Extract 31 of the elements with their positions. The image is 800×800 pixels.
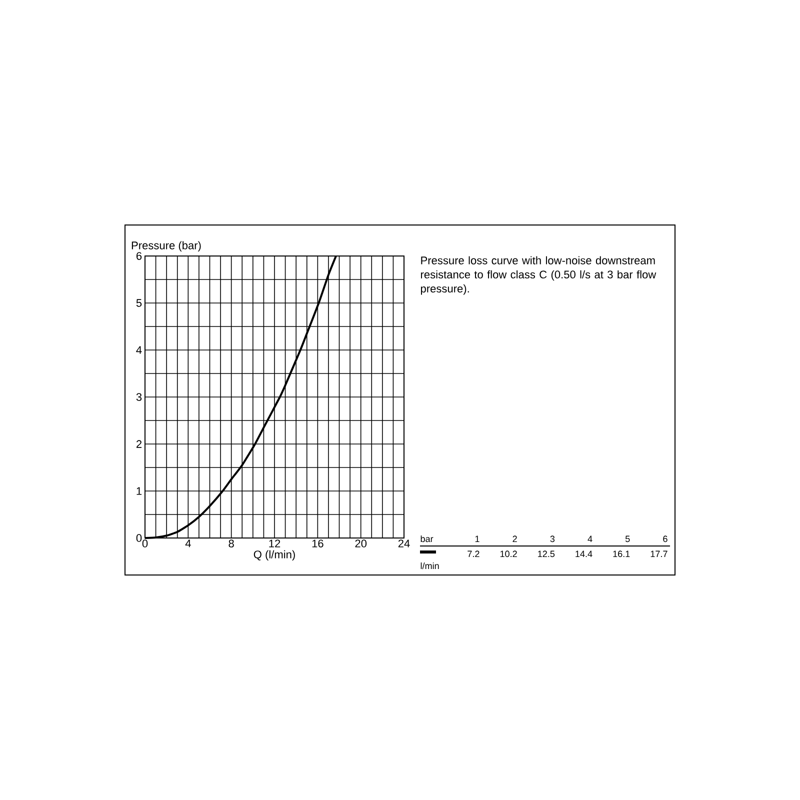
- y-axis-title: Pressure (bar): [132, 241, 201, 252]
- y-tick-label: 0: [136, 534, 142, 542]
- text: 1: [475, 536, 480, 542]
- text: 17.7: [650, 550, 668, 557]
- x-tick-label: 0: [142, 540, 148, 548]
- text: bar: [420, 535, 434, 542]
- y-tick-label: 2: [136, 440, 142, 448]
- x-tick-label: 12: [269, 540, 280, 548]
- text: 2: [512, 536, 517, 542]
- y-tick-label: 6: [136, 252, 142, 260]
- x-tick-label: 20: [355, 540, 367, 548]
- text: Pressure loss curve with low-noise downstream resistance to flow class C (0.50 l/s at 3 bar flow pressure).: [420, 256, 656, 295]
- text: 10.2: [500, 550, 517, 558]
- text: l/min: [420, 562, 439, 570]
- text: 3: [550, 536, 555, 542]
- y-tick-label: 4: [136, 346, 142, 354]
- x-tick-label: 16: [312, 540, 324, 548]
- x-axis-title: Q (l/min): [254, 550, 295, 561]
- x-tick-label: 4: [185, 540, 191, 548]
- y-tick-label: 5: [136, 299, 142, 307]
- y-tick-label: 3: [136, 393, 142, 401]
- x-tick-label: 24: [398, 540, 410, 548]
- x-tick-label: 8: [228, 540, 234, 548]
- text: 7.2: [468, 550, 480, 557]
- text: 5: [625, 536, 630, 542]
- text: 14.4: [576, 550, 592, 557]
- text: 4: [588, 536, 592, 542]
- y-tick-label: 1: [136, 487, 142, 495]
- text: 16.1: [613, 550, 630, 558]
- text: 6: [663, 536, 668, 542]
- text: 12.5: [538, 550, 555, 558]
